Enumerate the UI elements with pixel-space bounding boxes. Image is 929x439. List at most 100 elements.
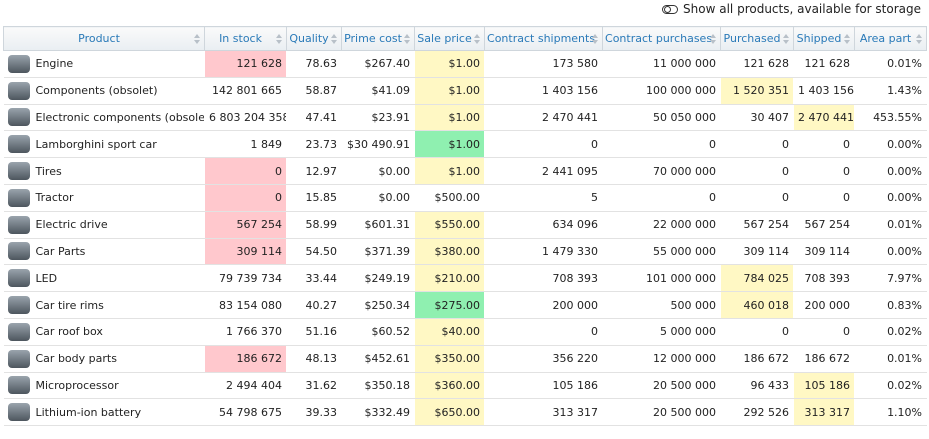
cell: $0.00	[341, 184, 416, 212]
product-row[interactable]: Tires 0 12.97 $0.00 $1.00 2 441 095 70 000 000…	[3, 157, 928, 185]
product-row[interactable]: Components (obsolet) 142 801 665 58.87 $41.…	[3, 77, 928, 105]
column-header[interactable]: Contract purchases	[602, 26, 722, 51]
cell: 7.97%	[854, 264, 928, 293]
cell: $371.39	[341, 238, 416, 266]
product-row[interactable]: LED 79 739 734 33.44 $249.19 $210.00 708 393 1…	[3, 264, 928, 293]
cell: $380.00	[414, 238, 486, 266]
cell: 1 849	[204, 130, 288, 159]
product-row[interactable]: Car roof box 1 766 370 51.16 $60.52 $40.00 0 5…	[3, 318, 928, 346]
cell: $41.09	[341, 77, 416, 105]
cell: 0	[204, 184, 288, 212]
cell: 101 000 000	[602, 264, 722, 293]
product-name: Electric drive	[32, 211, 206, 239]
product-icon	[7, 242, 30, 261]
cell: 708 393	[793, 264, 856, 293]
cell: 0.02%	[854, 318, 928, 346]
cell: 708 393	[484, 264, 604, 293]
cell: 47.41	[286, 104, 343, 132]
product-row[interactable]: Car body parts 186 672 48.13 $452.61 $350.00…	[3, 345, 928, 373]
cell: 0	[793, 318, 856, 346]
cell: $550.00	[414, 211, 486, 239]
product-row[interactable]: Microprocessor 2 494 404 31.62 $350.18 $360.…	[3, 372, 928, 400]
cell: $275.00	[414, 291, 486, 319]
cell: 186 672	[793, 345, 856, 373]
cell: 1 479 330	[484, 238, 604, 266]
cell: 0.00%	[854, 130, 928, 159]
cell: 356 220	[484, 345, 604, 373]
cell: 186 672	[720, 345, 795, 373]
product-icon	[7, 135, 30, 154]
cell: 313 317	[793, 398, 856, 427]
cell: 96 433	[720, 372, 795, 400]
column-header[interactable]: Sale price	[414, 26, 486, 51]
cell: 20 500 000	[602, 398, 722, 427]
cell: 0.02%	[854, 372, 928, 400]
cell: 2 470 441	[484, 104, 604, 132]
cell: 0	[484, 130, 604, 159]
cell: 0	[793, 184, 856, 212]
product-icon	[7, 376, 30, 395]
icon-cell	[3, 398, 33, 427]
cell: 70 000 000	[602, 157, 722, 185]
column-header[interactable]: Purchased	[720, 26, 795, 51]
product-name: Electronic components (obsolet)	[32, 104, 206, 132]
icon-cell	[3, 130, 33, 159]
product-row[interactable]: Car Parts 309 114 54.50 $371.39 $380.00 1 479…	[3, 238, 928, 266]
cell: 5	[484, 184, 604, 212]
cell: 31.62	[286, 372, 343, 400]
cell: 1 403 156	[793, 77, 856, 105]
cell: $1.00	[414, 50, 486, 78]
column-header[interactable]: Product	[2, 26, 206, 51]
product-row[interactable]: Tractor 0 15.85 $0.00 $500.00 5 0 0 0 0.00%	[3, 184, 928, 212]
column-header[interactable]: Area part	[854, 26, 928, 51]
cell: 567 254	[793, 211, 856, 239]
cell: 58.87	[286, 77, 343, 105]
column-header[interactable]: Contract shipments	[484, 26, 604, 51]
product-row[interactable]: Car tire rims 83 154 080 40.27 $250.34 $275.…	[3, 291, 928, 319]
column-header[interactable]: In stock	[204, 26, 288, 51]
product-name: Tractor	[32, 184, 206, 212]
cell: 0	[602, 130, 722, 159]
cell: 142 801 665	[204, 77, 288, 105]
product-icon	[7, 54, 30, 73]
cell: $250.34	[341, 291, 416, 319]
product-row[interactable]: Lamborghini sport car 1 849 23.73 $30 490.9…	[3, 130, 928, 159]
product-name: Engine	[32, 50, 206, 78]
cell: 500 000	[602, 291, 722, 319]
product-row[interactable]: Lithium-ion battery 54 798 675 39.33 $332.4…	[3, 398, 928, 427]
column-header[interactable]: Quality	[286, 26, 343, 51]
icon-cell	[3, 77, 33, 105]
icon-cell	[3, 157, 33, 185]
cell: 0	[793, 130, 856, 159]
product-name: Car Parts	[32, 238, 206, 266]
cell: 105 186	[484, 372, 604, 400]
cell: 39.33	[286, 398, 343, 427]
icon-cell	[3, 104, 33, 132]
cell: 40.27	[286, 291, 343, 319]
cell: $650.00	[414, 398, 486, 427]
column-header[interactable]: Shipped	[793, 26, 856, 51]
product-row[interactable]: Electronic components (obsolet) 6 803 204…	[3, 104, 928, 132]
cell: 121 628	[793, 50, 856, 78]
cell: 15.85	[286, 184, 343, 212]
cell: $1.00	[414, 77, 486, 105]
cell: 0	[720, 184, 795, 212]
column-header[interactable]: Prime cost	[341, 26, 416, 51]
storage-toggle[interactable]: Show all products, available for storage	[662, 2, 921, 16]
product-name: Microprocessor	[32, 372, 206, 400]
cell: 309 114	[204, 238, 288, 266]
product-row[interactable]: Electric drive 567 254 58.99 $601.31 $550.00…	[3, 211, 928, 239]
cell: 0	[204, 157, 288, 185]
product-icon	[7, 215, 30, 234]
cell: 2 470 441	[793, 104, 856, 132]
cell: 1 403 156	[484, 77, 604, 105]
cell: 121 628	[204, 50, 288, 78]
cell: $1.00	[414, 157, 486, 185]
cell: 48.13	[286, 345, 343, 373]
product-icon	[7, 108, 30, 127]
toggle-label: Show all products, available for storage	[683, 2, 921, 16]
product-row[interactable]: Engine 121 628 78.63 $267.40 $1.00 173 580 11 …	[3, 50, 928, 78]
cell: 1.10%	[854, 398, 928, 427]
cell: 1 766 370	[204, 318, 288, 346]
